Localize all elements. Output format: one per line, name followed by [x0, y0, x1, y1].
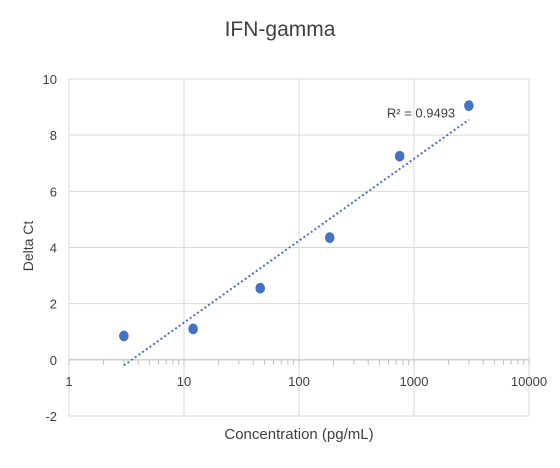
y-tick-label: 8 [50, 128, 57, 143]
x-tick-label: 10000 [511, 374, 547, 389]
x-tick-label: 100 [288, 374, 310, 389]
chart-title: IFN-gamma [224, 18, 336, 41]
y-tick-label: -2 [45, 409, 57, 424]
y-tick-label: 2 [50, 297, 57, 312]
annotation-group: R² = 0.9493 [387, 106, 455, 121]
x-axis-label: Concentration (pg/mL) [224, 426, 374, 443]
y-tick-label: 0 [50, 353, 57, 368]
data-point [119, 330, 129, 342]
data-point [464, 100, 474, 112]
trendline-group [123, 118, 470, 367]
data-point [255, 282, 266, 294]
y-axis-label: Delta Ct [20, 220, 36, 272]
data-points [119, 100, 474, 342]
data-point [188, 323, 198, 335]
x-tick-label: 1 [65, 374, 72, 389]
y-tick-label: 10 [43, 72, 57, 87]
r-squared-annotation: R² = 0.9493 [387, 106, 455, 121]
data-point [324, 232, 335, 244]
data-point [394, 150, 405, 162]
y-tick-label: 4 [50, 241, 57, 256]
trendline [123, 118, 470, 367]
y-tick-label: 6 [50, 184, 57, 199]
x-tick-label: 1000 [400, 374, 429, 389]
x-tick-labels: 1 10 100 1000 10000 [65, 374, 547, 389]
x-tick-label: 10 [177, 374, 191, 389]
gridlines [68, 78, 530, 417]
y-tick-labels: -2 2 4 6 8 10 0 [43, 72, 57, 424]
